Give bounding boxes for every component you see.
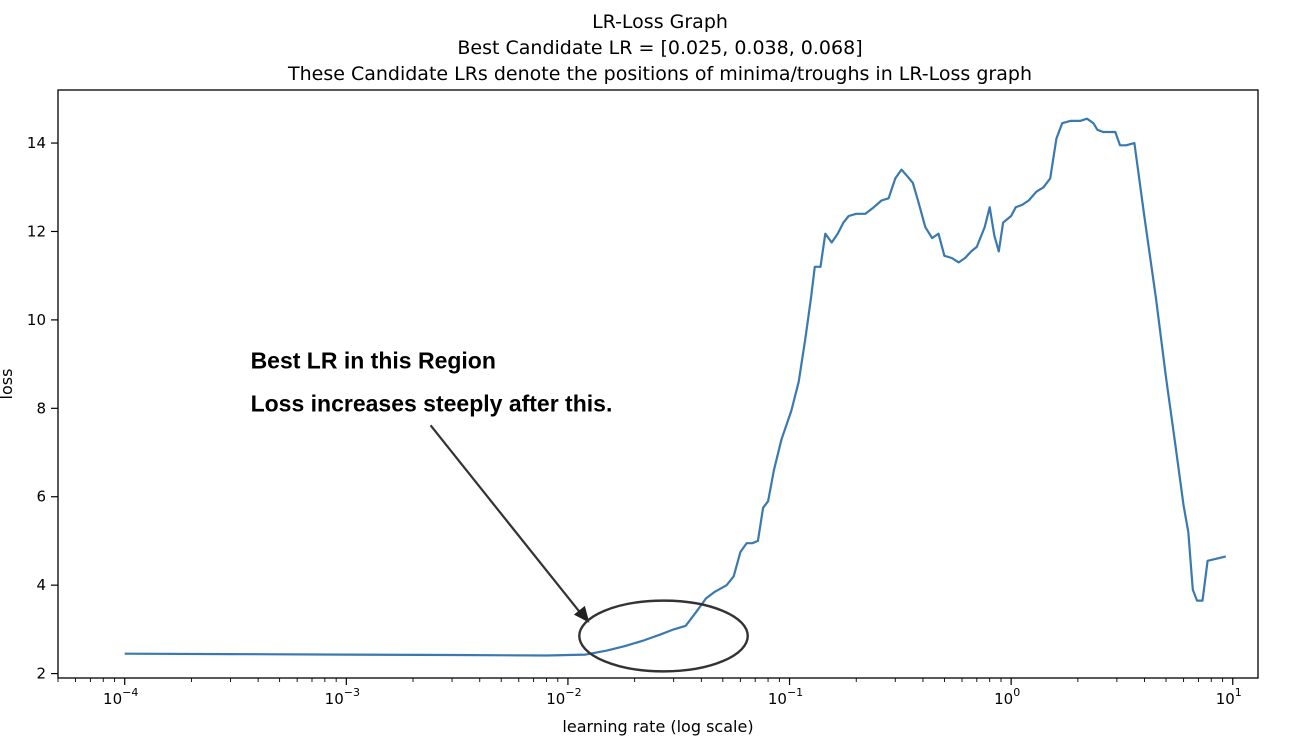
x-tick-label: 100 [994,686,1020,708]
y-tick-label: 12 [27,222,46,240]
y-tick-label: 2 [36,665,46,683]
y-tick-label: 14 [27,134,46,152]
x-axis-ticks: 10−4 10−3 10−2 10−1 100 101 [57,678,1242,708]
x-tick-label: 10−4 [103,686,138,708]
loss-series-line [124,117,1227,657]
x-tick-exponent: −2 [565,686,581,699]
annotation-text-line: Best LR in this Region [251,347,496,373]
annotation-ellipse [578,599,749,673]
x-axis-label: learning rate (log scale) [562,717,753,736]
series-layer [124,117,1227,657]
title-line-2: Best Candidate LR = [0.025, 0.038, 0.068… [457,37,862,59]
annotation-text-line: Loss increases steeply after this. [251,390,613,416]
chart-title: LR-Loss Graph Best Candidate LR = [0.025… [287,11,1032,85]
y-axis-ticks: 2 4 6 8 10 12 14 [27,134,58,683]
title-line-1: LR-Loss Graph [592,11,728,33]
y-axis-label: loss [0,369,16,400]
y-tick-label: 6 [36,488,46,506]
x-tick-exponent: −4 [122,686,138,699]
annotation-arrow-head [573,605,590,623]
annotation-layer: Best LR in this Region Loss increases ste… [251,347,749,673]
x-tick-exponent: −3 [344,686,360,699]
x-tick-label: 10−3 [325,686,360,708]
y-tick-label: 4 [36,576,46,594]
x-tick-exponent: −1 [787,686,803,699]
x-tick-label: 10−1 [768,686,803,708]
title-line-3: These Candidate LRs denote the positions… [287,63,1032,85]
x-tick-exponent: 1 [1235,686,1242,699]
annotation-arrow-shaft [429,424,585,618]
x-tick-exponent: 0 [1013,686,1020,699]
y-tick-label: 10 [27,311,46,329]
plot-area-frame [57,89,1259,679]
x-tick-label: 101 [1216,686,1242,708]
x-tick-label: 10−2 [546,686,581,708]
y-tick-label: 8 [36,399,46,417]
